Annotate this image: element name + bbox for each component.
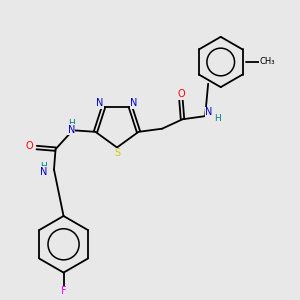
Text: N: N [96,98,103,108]
Text: H: H [68,119,75,128]
Text: H: H [214,114,221,123]
Text: H: H [40,162,47,171]
Text: S: S [114,148,120,158]
Text: N: N [205,107,213,117]
Text: CH₃: CH₃ [259,58,275,67]
Text: N: N [68,124,75,135]
Text: O: O [177,89,185,99]
Text: N: N [130,98,138,108]
Text: F: F [61,286,66,296]
Text: O: O [26,141,34,151]
Text: N: N [40,167,48,177]
